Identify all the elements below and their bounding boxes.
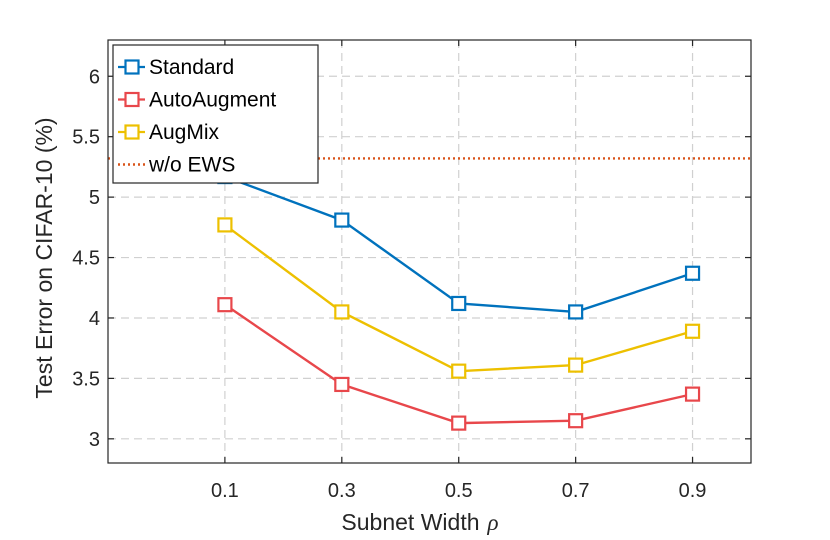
y-tick-label: 4 [89,308,100,330]
legend-label: AugMix [149,121,220,144]
legend-label: w/o EWS [148,154,235,177]
y-tick-label: 3.5 [72,368,100,390]
data-point-marker [334,376,350,393]
x-tick-label: 0.9 [679,480,707,502]
legend-label: Standard [149,56,234,79]
data-point-marker [217,217,233,233]
legend-item: AutoAugment [118,89,276,112]
data-point-marker [334,212,350,228]
legend-marker-sample [124,124,140,140]
legend-label: AutoAugment [149,89,276,112]
x-tick-label: 0.1 [211,480,239,502]
data-point-marker [684,265,701,281]
legend-marker-sample [124,91,140,108]
legend-item: Standard [118,56,234,79]
y-axis-ticks: 3 3.5 4 4.5 5 5.5 6 [72,66,751,451]
plot-frame [107,39,752,464]
y-tick-label: 4.5 [72,248,100,270]
x-tick-label: 0.3 [328,480,356,502]
data-point-marker [568,304,584,320]
data-point-marker [684,386,701,402]
y-tick-label: 5 [89,187,100,209]
y-tick-label: 3 [89,429,100,451]
data-point-marker [568,357,584,373]
legend: Standard AutoAugment AugMix w/o EWS [112,44,319,184]
y-tick-label: 6 [89,66,100,88]
data-point-marker [684,323,701,339]
data-point-marker [451,363,467,379]
series-autoaugment [217,297,701,431]
legend-box [112,44,319,184]
data-point-marker [451,415,467,431]
x-tick-label: 0.7 [562,480,590,502]
y-axis-label: Test Error on CIFAR-10 (%) [31,117,57,398]
x-axis-ticks: 0.1 0.3 0.5 0.7 0.9 [211,40,706,502]
y-tick-label: 5.5 [72,127,100,149]
legend-item: AugMix [118,121,220,144]
data-point-marker [217,297,233,313]
series-standard [217,168,701,320]
legend-marker-sample [124,59,140,75]
series-augmix [217,217,701,379]
x-axis-label: Subnet Width ρ [341,509,498,535]
x-tick-label: 0.5 [445,480,473,502]
legend-item: w/o EWS [118,154,235,177]
data-point-marker [334,304,350,320]
data-point-marker [451,295,467,312]
data-point-marker [568,413,584,429]
